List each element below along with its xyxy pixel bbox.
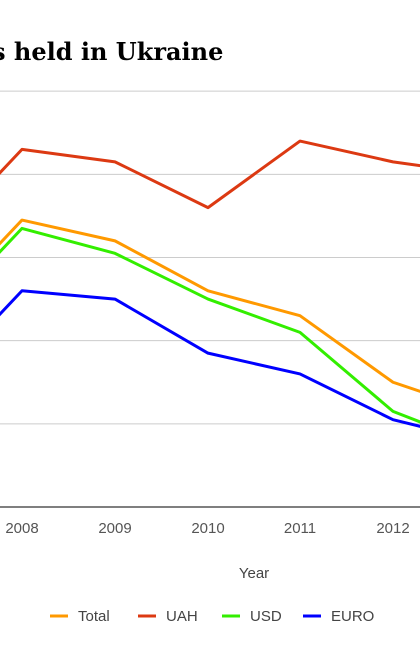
x-tick-label: 2009 xyxy=(98,520,131,537)
legend-label: Total xyxy=(78,608,110,625)
legend: Total UAH USD EURO xyxy=(50,608,374,625)
series-lines xyxy=(0,139,420,428)
legend-item-total: Total xyxy=(50,608,110,625)
x-tick-label: 2012 xyxy=(376,520,409,537)
x-tick-labels: 2008 2009 2010 2011 2012 xyxy=(5,520,409,537)
x-tick-label: 2008 xyxy=(5,520,38,537)
legend-label: EURO xyxy=(331,608,374,625)
series-line-total xyxy=(0,218,420,393)
series-line-uah xyxy=(0,139,420,210)
x-tick-label: 2011 xyxy=(284,520,316,537)
legend-item-usd: USD xyxy=(222,608,282,625)
series-line-usd xyxy=(0,226,420,424)
legend-label: USD xyxy=(250,608,282,625)
x-axis-label: Year xyxy=(239,565,269,582)
legend-label: UAH xyxy=(166,608,198,625)
series-line-euro xyxy=(0,289,420,428)
chart-title: s held in Ukraine xyxy=(0,37,223,66)
gridlines xyxy=(0,90,420,508)
legend-item-uah: UAH xyxy=(138,608,198,625)
x-tick-label: 2010 xyxy=(191,520,224,537)
legend-item-euro: EURO xyxy=(303,608,374,625)
